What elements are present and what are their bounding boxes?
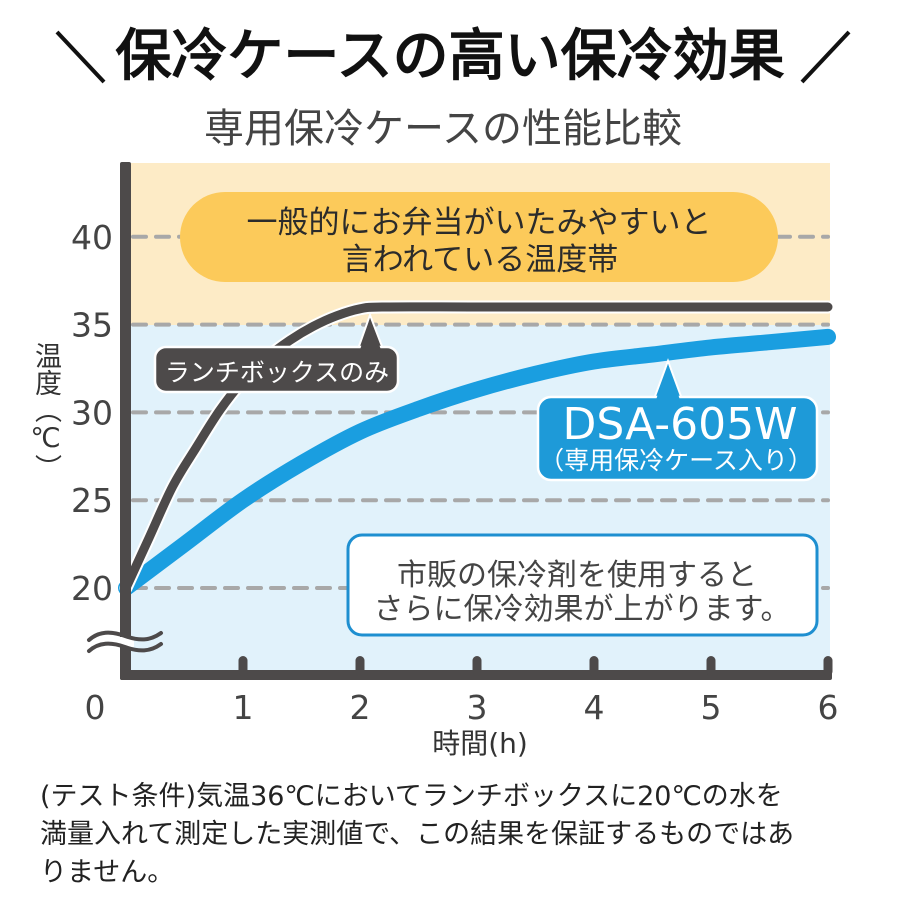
- x-tick-label: 5: [701, 688, 722, 727]
- x-tick-label: 1: [233, 688, 254, 727]
- y-tick-label: 40: [71, 218, 113, 257]
- chart-title: 専用保冷ケースの性能比較: [204, 106, 682, 152]
- page-title: 保冷ケースの高い保冷効果: [0, 22, 900, 92]
- page-title-text: 保冷ケースの高い保冷効果: [115, 24, 785, 89]
- y-tick-labels: 20 25 30 35 40: [71, 218, 113, 608]
- x-tick-mark: [589, 656, 599, 676]
- data-series: [118, 300, 836, 596]
- slash-decoration: [800, 30, 851, 84]
- y-tick-label: 35: [71, 306, 113, 345]
- x-tick-label: 3: [467, 688, 488, 727]
- x-tick-mark: [472, 656, 482, 676]
- axis-break-icon: [87, 630, 163, 653]
- footnote-line: 満量入れて測定した実測値で、この結果を保証するものではあ: [40, 819, 795, 850]
- note-text-line2: さらに保冷効果が上がります。: [374, 592, 791, 627]
- dsa-605w-line: [118, 328, 836, 596]
- product-desc-text: （専用保冷ケース入り）: [539, 446, 813, 475]
- y-axis-line: [120, 162, 131, 680]
- note-text-line1: 市販の保冷剤を使用すると: [397, 558, 757, 593]
- axes: [87, 162, 833, 680]
- lunchbox-label-pointer-fill: [360, 318, 381, 350]
- y-axis-title: 温度（℃）: [30, 342, 61, 481]
- test-conditions-footnote: (テスト条件)気温36℃においてランチボックスに20℃の水を 満量入れて測定した…: [40, 778, 880, 892]
- x-tick-label: 4: [584, 688, 605, 727]
- lunchbox-only-line: [121, 302, 833, 593]
- warning-zone-text-line1: 一般的にお弁当がいたみやすいと: [247, 205, 712, 241]
- footnote-line: (テスト条件)気温36℃においてランチボックスに20℃の水を: [40, 781, 783, 812]
- x-tick-label: 0: [85, 688, 106, 727]
- y-tick-label: 20: [71, 569, 113, 608]
- lunchbox-series-label: ランチボックスのみ: [153, 312, 400, 394]
- x-tick-mark: [238, 656, 248, 676]
- y-tick-label: 30: [71, 393, 113, 432]
- x-tick-mark: [355, 656, 365, 676]
- warning-zone-bubble: [180, 192, 778, 282]
- product-model-text: DSA-605W: [562, 399, 797, 450]
- product-label-pointer-fill: [656, 364, 680, 400]
- x-tick-label: 6: [818, 688, 839, 727]
- title-decorations: [55, 30, 851, 84]
- footnote-line: りません。: [40, 857, 175, 888]
- warning-zone-text-line2: 言われている温度帯: [342, 242, 619, 278]
- x-tick-mark: [706, 656, 716, 676]
- x-tick-label: 2: [350, 688, 371, 727]
- x-tick-labels: 0 1 2 3 4 5 6: [85, 688, 839, 727]
- product-series-label: DSA-605W （専用保冷ケース入り）: [536, 358, 819, 482]
- x-tick-marks: [238, 656, 833, 676]
- note-box: [346, 533, 819, 637]
- x-tick-mark: [823, 656, 833, 676]
- x-axis-title: 時間(h): [432, 727, 528, 760]
- ice-pack-note: 市販の保冷剤を使用すると さらに保冷効果が上がります。: [346, 533, 819, 637]
- warning-zone-label: 一般的にお弁当がいたみやすいと 言われている温度帯: [180, 192, 778, 282]
- y-tick-label: 25: [71, 481, 113, 520]
- lunchbox-label-text: ランチボックスのみ: [165, 358, 389, 387]
- backslash-decoration: [55, 30, 106, 84]
- lunchbox-label-box: [153, 345, 400, 394]
